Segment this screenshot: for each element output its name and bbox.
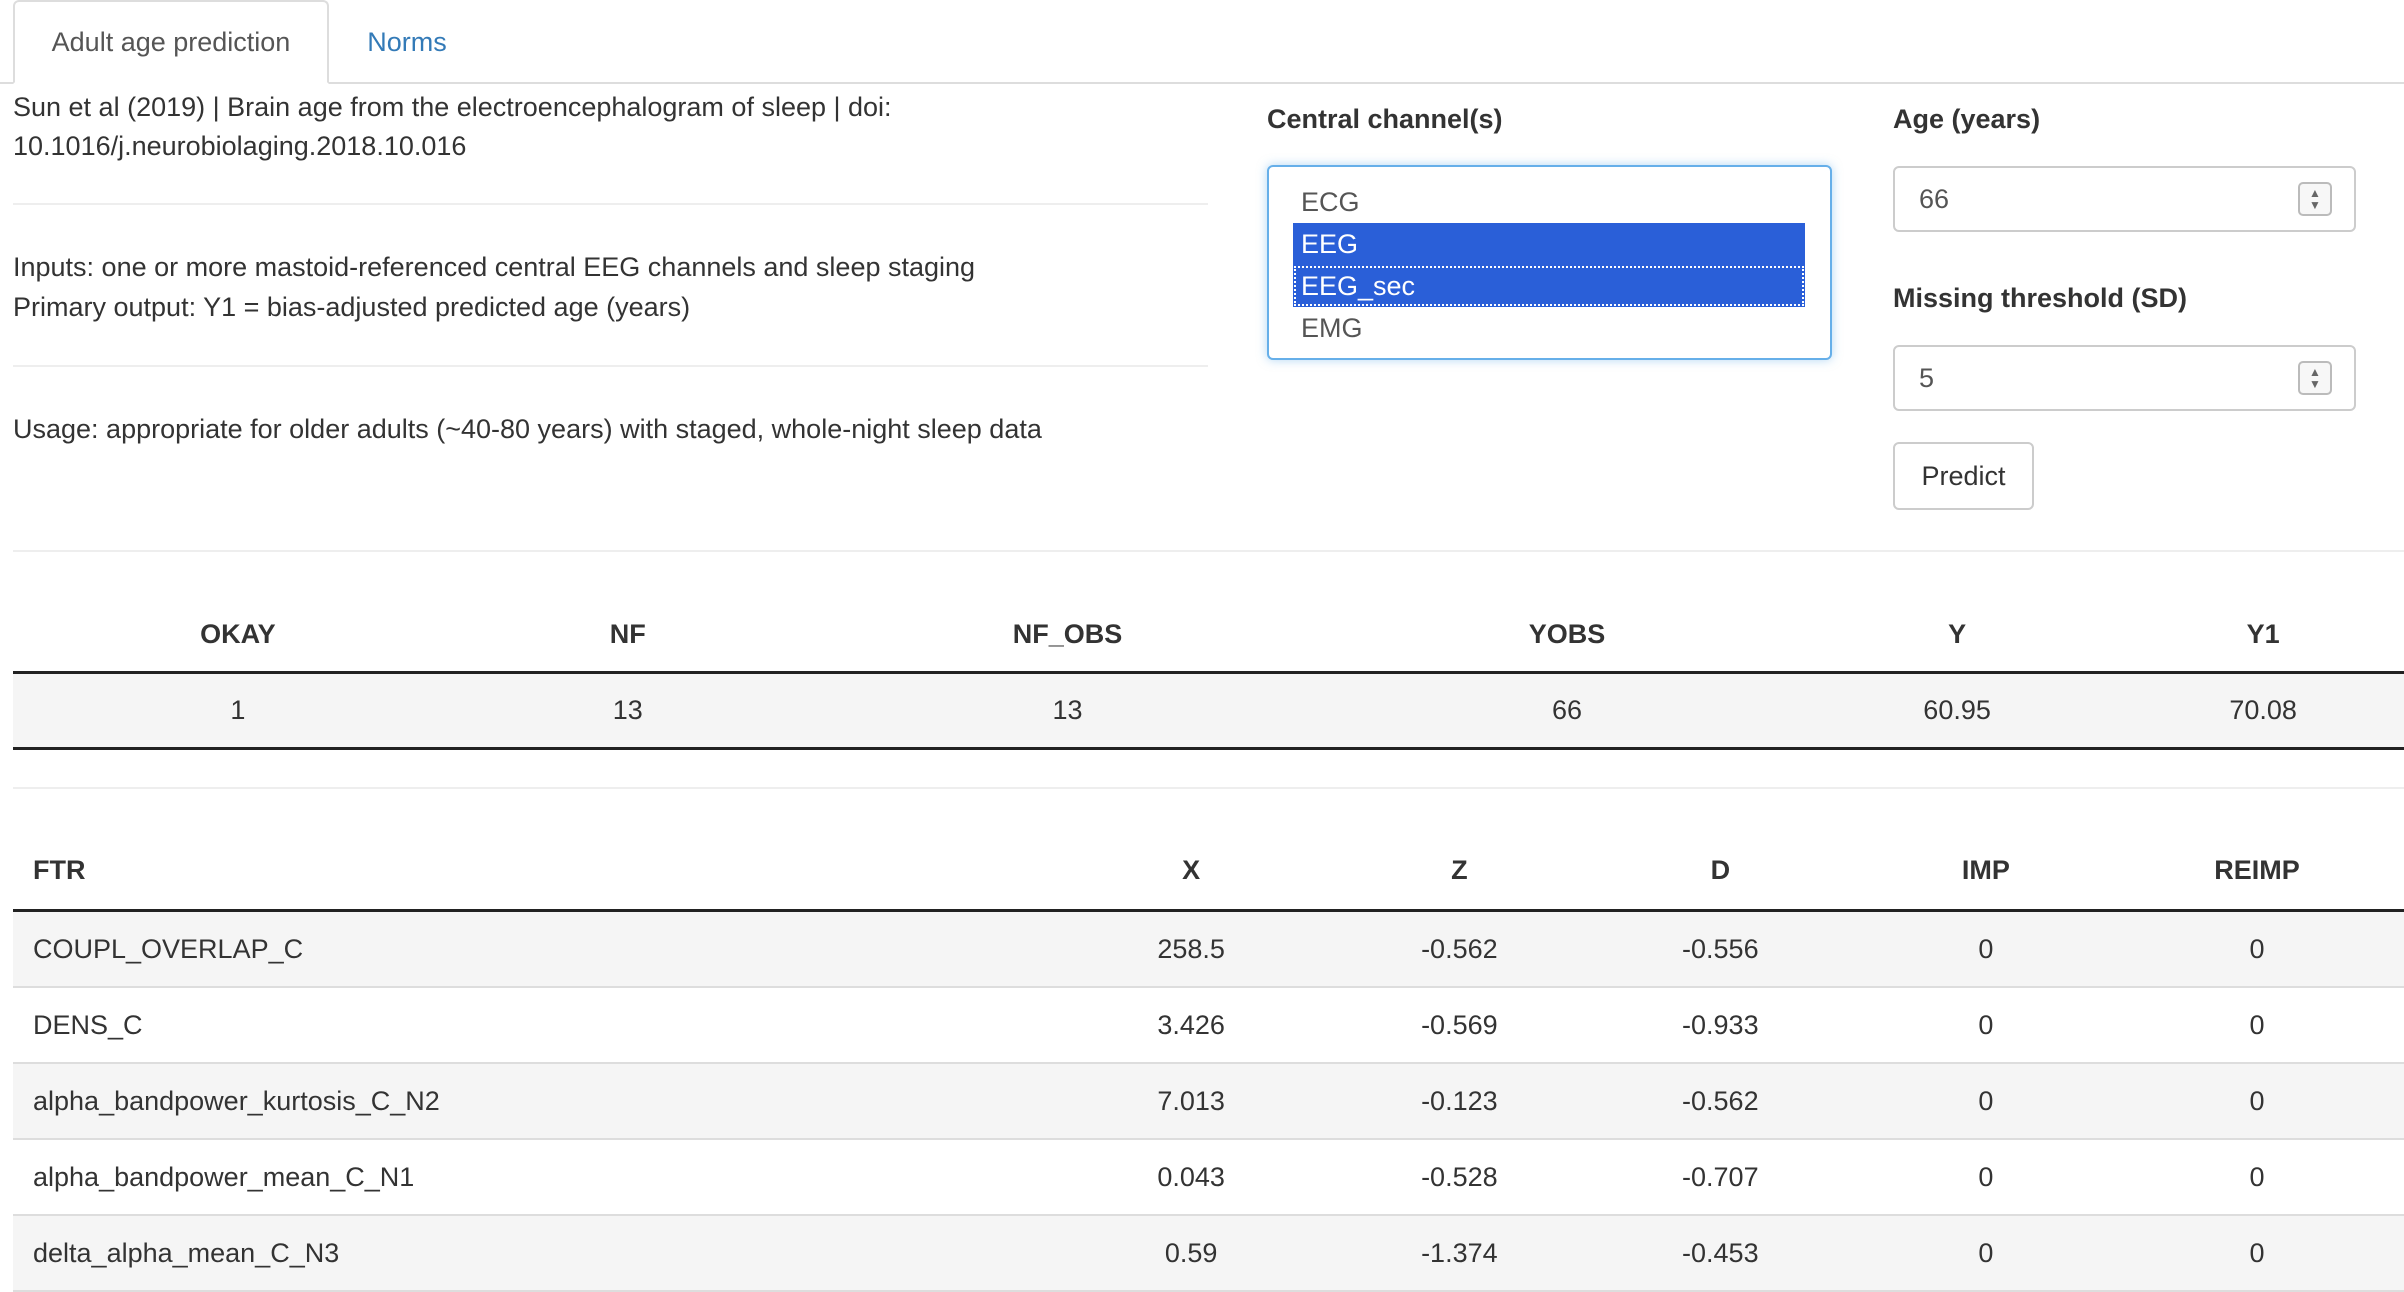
missing-threshold-input[interactable]: 5 ▲ ▼ xyxy=(1893,345,2356,411)
predict-button[interactable]: Predict xyxy=(1893,442,2034,510)
channel-option[interactable]: EOG-L xyxy=(1293,349,1805,358)
features-header: X xyxy=(1042,832,1340,912)
missing-threshold-label: Missing threshold (SD) xyxy=(1893,283,2188,313)
divider xyxy=(13,787,2404,789)
summary-header: NF xyxy=(462,597,793,674)
age-spinner[interactable]: ▲ ▼ xyxy=(2298,182,2332,216)
table-cell: COUPL_OVERLAP_C xyxy=(13,910,1043,988)
summary-header: YOBS xyxy=(1342,597,1792,674)
chevron-down-icon[interactable]: ▼ xyxy=(2309,377,2321,391)
channels-label: Central channel(s) xyxy=(1267,104,1503,134)
citation-line-2: 10.1016/j.neurobiolaging.2018.10.016 xyxy=(13,131,467,161)
chevron-down-icon[interactable]: ▼ xyxy=(2309,198,2321,212)
table-cell: 0 xyxy=(1861,987,2110,1064)
age-label: Age (years) xyxy=(1893,104,2041,134)
channel-option[interactable]: ECG xyxy=(1301,187,1360,217)
summary-cell: 66 xyxy=(1342,672,1792,750)
table-cell: delta_alpha_mean_C_N3 xyxy=(13,1215,1043,1292)
summary-cell: 60.95 xyxy=(1791,672,2123,750)
age-input[interactable]: 66 ▲ ▼ xyxy=(1893,166,2356,232)
table-cell: -0.556 xyxy=(1578,910,1862,988)
table-cell: -0.707 xyxy=(1578,1139,1862,1216)
features-header: D xyxy=(1578,832,1862,912)
output-text: Primary output: Y1 = bias-adjusted predi… xyxy=(13,292,691,322)
table-cell: 0 xyxy=(2109,1215,2404,1292)
summary-header: NF_OBS xyxy=(792,597,1343,674)
age-value: 66 xyxy=(1919,183,1950,214)
features-header: REIMP xyxy=(2109,832,2404,912)
summary-cell: 13 xyxy=(792,672,1343,750)
table-cell: -0.453 xyxy=(1578,1215,1862,1292)
table-cell: 0 xyxy=(1861,910,2110,988)
usage-text: Usage: appropriate for older adults (~40… xyxy=(13,414,1042,444)
missing-threshold-value: 5 xyxy=(1919,362,1935,393)
divider xyxy=(13,203,1208,205)
chevron-up-icon[interactable]: ▲ xyxy=(2309,186,2321,200)
inputs-text: Inputs: one or more mastoid-referenced c… xyxy=(13,252,976,282)
table-cell: 0.043 xyxy=(1042,1139,1340,1216)
table-cell: alpha_bandpower_kurtosis_C_N2 xyxy=(13,1063,1043,1140)
table-cell: -0.528 xyxy=(1339,1139,1579,1216)
table-row: alpha_bandpower_mean_C_N1 0.043 -0.528 -… xyxy=(13,1139,2404,1216)
table-cell: -0.933 xyxy=(1578,987,1862,1064)
features-header: FTR xyxy=(13,832,1043,912)
table-cell: 0.59 xyxy=(1042,1215,1340,1292)
features-header: IMP xyxy=(1861,832,2110,912)
table-cell: 0 xyxy=(2109,1139,2404,1216)
summary-row: 1 13 13 66 60.95 70.08 xyxy=(13,672,2404,750)
summary-header: OKAY xyxy=(13,597,463,674)
table-cell: -0.562 xyxy=(1339,910,1579,988)
summary-cell: 1 xyxy=(13,672,463,750)
table-cell: 0 xyxy=(2109,1063,2404,1140)
features-header-row: FTR X Z D IMP REIMP xyxy=(13,832,2404,912)
table-cell: 3.426 xyxy=(1042,987,1340,1064)
table-cell: -1.374 xyxy=(1339,1215,1579,1292)
tab-bar: Adult age prediction Norms xyxy=(0,0,2404,84)
table-cell: 0 xyxy=(1861,1215,2110,1292)
table-cell: -0.562 xyxy=(1578,1063,1862,1140)
chevron-up-icon[interactable]: ▲ xyxy=(2309,365,2321,379)
channel-option[interactable]: EMG xyxy=(1301,313,1363,343)
table-cell: 7.013 xyxy=(1042,1063,1340,1140)
features-table: FTR X Z D IMP REIMP COUPL_OVERLAP_C 258.… xyxy=(13,832,2404,1292)
table-cell: 0 xyxy=(1861,1139,2110,1216)
citation-line-1: Sun et al (2019) | Brain age from the el… xyxy=(13,92,892,122)
divider xyxy=(13,365,1208,367)
table-cell: alpha_bandpower_mean_C_N1 xyxy=(13,1139,1043,1216)
table-cell: DENS_C xyxy=(13,987,1043,1064)
table-cell: -0.569 xyxy=(1339,987,1579,1064)
divider xyxy=(13,550,2404,552)
tab-adult-age-prediction[interactable]: Adult age prediction xyxy=(13,0,329,84)
summary-header-row: OKAY NF NF_OBS YOBS Y Y1 xyxy=(13,597,2404,674)
channel-option-selected[interactable]: EEG_sec xyxy=(1293,265,1805,307)
table-cell: -0.123 xyxy=(1339,1063,1579,1140)
summary-table: OKAY NF NF_OBS YOBS Y Y1 1 13 13 66 60.9… xyxy=(13,597,2404,750)
table-row: COUPL_OVERLAP_C 258.5 -0.562 -0.556 0 0 xyxy=(13,910,2404,988)
channels-listbox[interactable]: ECG EEG EEG_sec EMG EOG-L xyxy=(1267,165,1832,360)
table-row: delta_alpha_mean_C_N3 0.59 -1.374 -0.453… xyxy=(13,1215,2404,1292)
table-cell: 0 xyxy=(1861,1063,2110,1140)
table-row: DENS_C 3.426 -0.569 -0.933 0 0 xyxy=(13,987,2404,1064)
features-header: Z xyxy=(1339,832,1579,912)
summary-header: Y1 xyxy=(2122,597,2404,674)
summary-cell: 70.08 xyxy=(2122,672,2404,750)
missing-threshold-spinner[interactable]: ▲ ▼ xyxy=(2298,361,2332,395)
tab-norms[interactable]: Norms xyxy=(367,26,447,57)
summary-cell: 13 xyxy=(462,672,793,750)
table-cell: 258.5 xyxy=(1042,910,1340,988)
summary-header: Y xyxy=(1791,597,2123,674)
channel-option-selected[interactable]: EEG xyxy=(1293,223,1805,265)
table-cell: 0 xyxy=(2109,910,2404,988)
table-row: alpha_bandpower_kurtosis_C_N2 7.013 -0.1… xyxy=(13,1063,2404,1140)
table-cell: 0 xyxy=(2109,987,2404,1064)
